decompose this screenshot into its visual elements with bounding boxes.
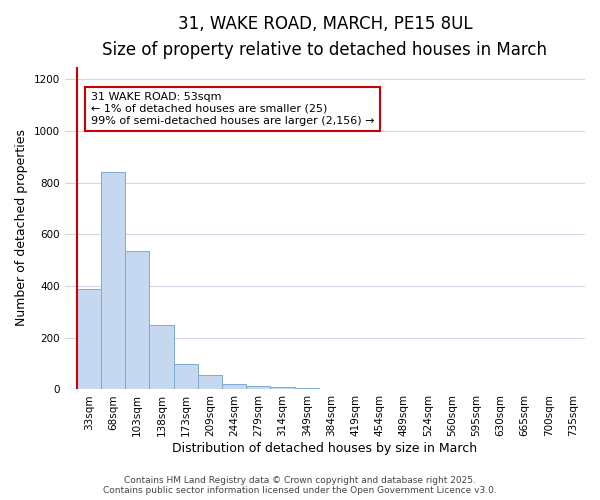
Bar [319,388,343,390]
Bar [391,389,416,390]
Bar [77,288,101,390]
Text: Contains HM Land Registry data © Crown copyright and database right 2025.
Contai: Contains HM Land Registry data © Crown c… [103,476,497,495]
Bar [101,172,125,390]
Text: 31 WAKE ROAD: 53sqm
← 1% of detached houses are smaller (25)
99% of semi-detache: 31 WAKE ROAD: 53sqm ← 1% of detached hou… [91,92,374,126]
Y-axis label: Number of detached properties: Number of detached properties [15,130,28,326]
Bar [295,388,319,390]
Bar [343,389,367,390]
Bar [246,386,271,390]
Bar [173,364,198,390]
Title: 31, WAKE ROAD, MARCH, PE15 8UL
Size of property relative to detached houses in M: 31, WAKE ROAD, MARCH, PE15 8UL Size of p… [103,15,547,60]
Bar [367,389,391,390]
Bar [271,388,295,390]
Bar [125,251,149,390]
Bar [149,326,173,390]
Bar [222,384,246,390]
Bar [198,375,222,390]
X-axis label: Distribution of detached houses by size in March: Distribution of detached houses by size … [172,442,478,455]
